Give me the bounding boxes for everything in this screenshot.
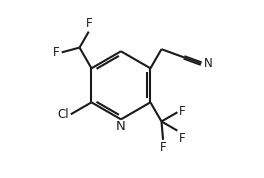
Text: N: N (204, 57, 212, 70)
Text: F: F (179, 132, 186, 145)
Text: Cl: Cl (58, 108, 69, 121)
Text: N: N (116, 120, 126, 133)
Text: F: F (86, 17, 92, 30)
Text: F: F (179, 105, 186, 118)
Text: F: F (160, 141, 166, 154)
Text: F: F (53, 46, 60, 59)
